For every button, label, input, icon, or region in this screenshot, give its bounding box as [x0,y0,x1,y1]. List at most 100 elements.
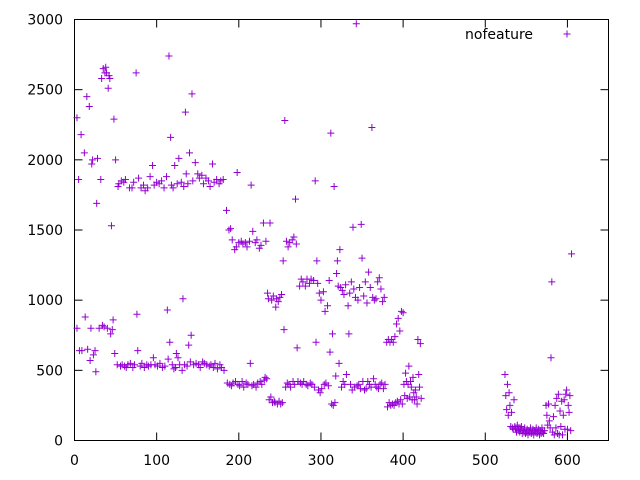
data-point [331,399,339,407]
data-point [266,219,274,227]
data-point [89,351,97,359]
data-point [565,408,573,416]
data-point [262,237,270,245]
data-point [92,368,100,376]
data-point [563,425,571,433]
data-point [336,246,344,254]
data-point [88,160,96,168]
y-tick-label: 1000 [27,293,63,309]
data-point [540,427,548,435]
data-point [89,156,97,164]
data-point [344,302,352,310]
data-point [100,323,108,331]
data-point [213,365,221,373]
data-point [328,400,336,408]
data-point [347,380,355,388]
data-point [389,338,397,346]
data-point [259,219,267,227]
data-point [220,366,228,374]
data-point [211,359,219,367]
data-point [347,278,355,286]
data-point [281,117,289,125]
data-point [130,361,138,369]
data-point [407,378,415,386]
data-point [335,359,343,367]
data-point [278,399,286,407]
data-point [342,281,350,289]
data-point [366,284,374,292]
x-tick-label: 500 [472,453,499,469]
data-point [172,364,180,372]
data-point [558,431,566,439]
data-point [545,417,553,425]
data-point [272,303,280,311]
x-axis: 0 100 200 300 400 500 600 [70,19,581,469]
data-point [243,243,251,251]
data-point [397,396,405,404]
data-point [249,227,257,235]
data-point [321,307,329,315]
data-point [317,296,325,304]
data-point [559,411,567,419]
data-point [554,429,562,437]
data-point [180,182,188,190]
data-point [175,154,183,162]
data-point [80,149,88,157]
data-point [107,222,115,230]
data-point [340,291,348,299]
data-point [412,393,420,401]
data-point [372,295,380,303]
data-point [399,309,407,317]
data-point [199,358,207,366]
data-point [417,394,425,402]
data-point [333,270,341,278]
data-point [368,124,376,132]
data-point [381,380,389,388]
data-point [416,383,424,391]
data-point [560,396,568,404]
data-point [111,349,119,357]
data-point [274,298,282,306]
data-point [510,396,518,404]
data-point [81,313,89,321]
data-point [314,279,322,287]
data-point [264,289,272,297]
data-point [293,344,301,352]
data-point [263,375,271,383]
data-point [352,20,360,28]
data-point [121,175,129,183]
x-tick-label: 300 [308,453,335,469]
data-point [327,129,335,137]
data-point [547,354,555,362]
data-point [415,371,423,379]
data-point [245,237,253,245]
y-tick-label: 2500 [27,83,63,99]
data-point [83,93,91,101]
data-point [248,382,256,390]
data-point [98,74,106,82]
data-point [545,400,553,408]
data-point [198,171,206,179]
data-point [282,237,290,245]
data-point [549,413,557,421]
x-tick-label: 400 [390,453,417,469]
data-point [543,411,551,419]
data-point [305,279,313,287]
data-point [228,236,236,244]
data-point [392,399,400,407]
data-point [320,380,328,388]
data-point [149,161,157,169]
data-point [357,220,365,228]
data-point [240,383,248,391]
data-point [346,289,354,297]
data-point [384,403,392,411]
data-point [85,103,93,111]
data-point [232,243,240,251]
data-point [324,302,332,310]
data-point [219,175,227,183]
data-point [506,401,514,409]
data-point [279,257,287,265]
data-point [361,278,369,286]
data-point [379,298,387,306]
plot-frame [74,19,609,441]
